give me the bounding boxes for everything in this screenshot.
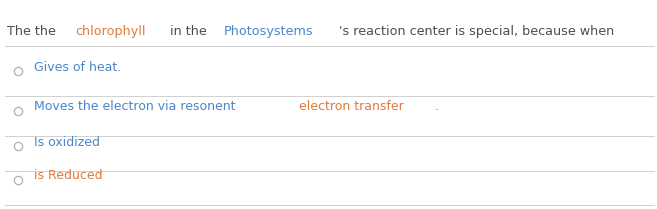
Text: Moves the electron via resonent: Moves the electron via resonent <box>34 100 240 113</box>
Text: Photosystems: Photosystems <box>223 25 313 38</box>
Text: Gives of heat.: Gives of heat. <box>34 61 122 74</box>
Text: Is oxidized: Is oxidized <box>34 136 100 149</box>
Text: electron transfer: electron transfer <box>300 100 404 113</box>
Text: in the: in the <box>166 25 210 38</box>
Text: 's reaction center is special, because when: 's reaction center is special, because w… <box>339 25 618 38</box>
Text: chlorophyll: chlorophyll <box>75 25 145 38</box>
Text: The the: The the <box>7 25 59 38</box>
Text: .: . <box>434 100 438 113</box>
Text: is Reduced: is Reduced <box>34 169 102 182</box>
